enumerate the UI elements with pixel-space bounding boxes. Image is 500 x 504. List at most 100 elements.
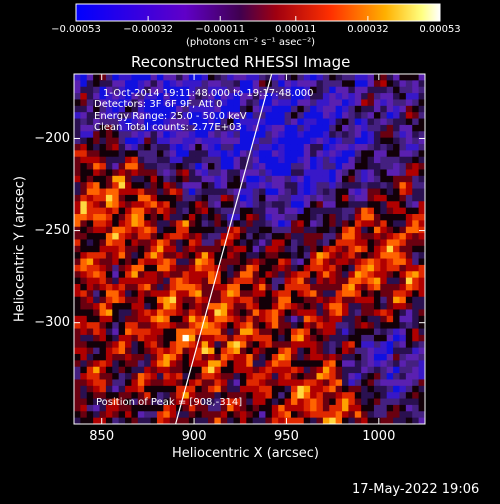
heatmap-cell	[188, 93, 196, 100]
heatmap-cell	[265, 296, 273, 304]
heatmap-cell	[271, 347, 279, 355]
heatmap-cell	[156, 328, 164, 336]
heatmap-cell	[131, 379, 139, 387]
heatmap-cell	[137, 245, 145, 253]
heatmap-cell	[233, 385, 241, 393]
heatmap-cell	[265, 131, 273, 139]
heatmap-cell	[93, 226, 100, 234]
heatmap-cell	[182, 86, 190, 94]
heatmap-cell	[354, 341, 362, 349]
heatmap-cell	[118, 220, 126, 228]
heatmap-cell	[227, 214, 234, 221]
heatmap-cell	[86, 296, 94, 304]
heatmap-cell	[322, 290, 330, 298]
heatmap-cell	[156, 385, 164, 393]
heatmap-cell	[290, 124, 298, 132]
heatmap-cell	[131, 404, 139, 412]
heatmap-cell	[131, 220, 139, 228]
heatmap-cell	[284, 105, 292, 113]
heatmap-cell	[74, 194, 81, 202]
heatmap-cell	[131, 233, 139, 240]
heatmap-cell	[290, 264, 298, 272]
heatmap-cell	[99, 334, 107, 342]
heatmap-cell	[163, 354, 171, 361]
heatmap-cell	[169, 201, 177, 209]
heatmap-cell	[80, 296, 88, 304]
heatmap-cell	[99, 277, 107, 285]
heatmap-cell	[310, 296, 317, 304]
heatmap-cell	[131, 366, 139, 374]
heatmap-cell	[361, 411, 368, 419]
heatmap-cell	[144, 188, 151, 196]
heatmap-cell	[348, 303, 356, 310]
heatmap-cell	[163, 175, 171, 183]
heatmap-cell	[169, 188, 177, 196]
heatmap-cell	[322, 417, 330, 424]
heatmap-cell	[316, 277, 324, 285]
heatmap-cell	[354, 385, 362, 393]
heatmap-cell	[310, 404, 317, 412]
heatmap-cell	[137, 118, 145, 126]
heatmap-cell	[201, 264, 209, 272]
heatmap-cell	[74, 86, 81, 94]
heatmap-cell	[348, 284, 356, 291]
heatmap-cell	[105, 404, 113, 412]
heatmap-cell	[316, 366, 324, 374]
heatmap-cell	[265, 258, 273, 266]
heatmap-cell	[227, 264, 234, 272]
heatmap-cell	[265, 99, 273, 107]
heatmap-cell	[112, 80, 120, 88]
heatmap-cell	[418, 392, 425, 399]
heatmap-cell	[412, 322, 420, 329]
heatmap-cell	[342, 163, 349, 170]
heatmap-cell	[316, 284, 324, 291]
heatmap-cell	[239, 74, 247, 81]
heatmap-cell	[163, 80, 171, 88]
heatmap-cell	[290, 347, 298, 355]
heatmap-cell	[233, 105, 241, 113]
heatmap-cell	[335, 137, 343, 145]
heatmap-cell	[393, 182, 400, 189]
heatmap-cell	[252, 80, 260, 88]
heatmap-cell	[125, 175, 132, 183]
heatmap-cell	[373, 385, 381, 393]
heatmap-cell	[118, 309, 126, 317]
heatmap-cell	[322, 188, 330, 196]
heatmap-cell	[322, 207, 330, 215]
heatmap-cell	[303, 188, 311, 196]
heatmap-cell	[144, 271, 151, 279]
heatmap-cell	[399, 245, 407, 253]
heatmap-cell	[386, 245, 394, 253]
heatmap-cell	[156, 245, 164, 253]
heatmap-cell	[322, 309, 330, 317]
heatmap-cell	[393, 398, 400, 406]
heatmap-cell	[303, 226, 311, 234]
heatmap-cell	[399, 207, 407, 215]
heatmap-cell	[144, 118, 151, 126]
heatmap-cell	[125, 207, 132, 215]
heatmap-cell	[188, 417, 196, 424]
heatmap-cell	[131, 150, 139, 158]
heatmap-cell	[118, 360, 126, 368]
heatmap-cell	[297, 201, 305, 209]
heatmap-cell	[380, 392, 388, 399]
heatmap-cell	[303, 112, 311, 119]
heatmap-cell	[418, 264, 425, 272]
heatmap-cell	[348, 105, 356, 113]
heatmap-cell	[163, 347, 171, 355]
heatmap-cell	[367, 239, 375, 247]
heatmap-cell	[137, 144, 145, 151]
heatmap-cell	[412, 175, 420, 183]
heatmap-cell	[239, 86, 247, 94]
heatmap-cell	[105, 188, 113, 196]
heatmap-cell	[214, 360, 222, 368]
heatmap-cell	[208, 373, 215, 380]
heatmap-cell	[239, 99, 247, 107]
heatmap-cell	[246, 258, 254, 266]
heatmap-cell	[176, 99, 183, 107]
heatmap-cell	[80, 201, 88, 209]
heatmap-cell	[195, 137, 203, 145]
heatmap-cell	[233, 169, 241, 177]
heatmap-cell	[303, 354, 311, 361]
heatmap-cell	[348, 252, 356, 259]
